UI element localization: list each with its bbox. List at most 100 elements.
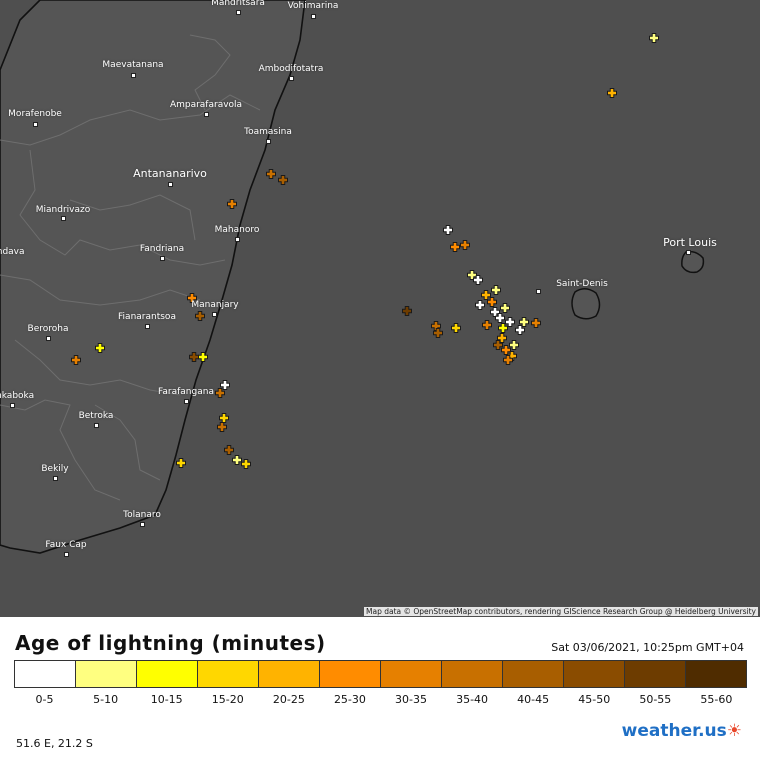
lightning-strike [233,456,241,464]
city-dot [289,76,294,81]
legend-swatch [198,661,259,687]
place-vohimarina: Vohimarina [287,1,339,11]
lightning-strike [491,308,499,316]
lightning-strike [504,356,512,364]
legend-label: 5-10 [93,693,119,706]
lightning-strike [520,318,528,326]
city-dot [33,122,38,127]
legend-label: 20-25 [272,693,305,706]
legend-swatch [15,661,76,687]
place-fianarantsoa: Fianarantsoa [118,312,176,322]
legend-label: 15-20 [211,693,244,706]
lightning-strike [218,423,226,431]
city-dot [61,216,66,221]
city-dot [10,403,15,408]
lightning-strike [452,324,460,332]
place-maevatanana: Maevatanana [102,60,164,70]
place-mahanoro: Mahanoro [214,225,260,235]
map-attribution: Map data © OpenStreetMap contributors, r… [364,607,758,616]
place-mandritsara: Mandritsara [211,0,265,8]
legend-label: 50-55 [639,693,672,706]
place-amparafaravola: Amparafaravola [169,100,243,110]
lightning-strikes [71,33,659,469]
city-dot [140,522,145,527]
lightning-strike [506,318,514,326]
lightning-strike [488,298,496,306]
lightning-strike [501,304,509,312]
lightning-strike [96,344,104,352]
legend-swatch [320,661,381,687]
legend-swatch [381,661,442,687]
legend-label: 10-15 [150,693,183,706]
legend-label: 25-30 [333,693,366,706]
lightning-strike [199,353,207,361]
lightning-strike [650,34,658,42]
region-borders [0,34,261,501]
place-tolanaro: Tolanaro [123,510,161,520]
lightning-strike [279,176,287,184]
lightning-strike [451,243,459,251]
lightning-strike [474,276,482,284]
lightning-strike [177,459,185,467]
legend-swatch [564,661,625,687]
lightning-strike [502,346,510,354]
color-scale-labels: 0-5 5-10 10-15 15-20 20-25 25-30 30-35 35-40 40-… [14,693,747,706]
city-dot [236,10,241,15]
place-antananarivo: Antananarivo [133,167,207,180]
lightning-strike [190,353,198,361]
lightning-strike [496,314,504,322]
city-dot [64,552,69,557]
legend-swatch [686,661,746,687]
brand-logo[interactable]: weather.us☀ [622,721,742,741]
place-morafenobe: Morafenobe [8,109,62,119]
place-port-louis: Port Louis [663,236,717,249]
city-dot [204,112,209,117]
lightning-strike [434,329,442,337]
sun-icon: ☀ [726,721,742,741]
lightning-strike [444,226,452,234]
city-dot [46,336,51,341]
city-dot [168,182,173,187]
legend-label: 40-45 [517,693,550,706]
place-toamasina: Toamasina [244,127,292,137]
mauritius-island [681,250,705,274]
legend-swatch [259,661,320,687]
map-shapes [0,0,705,554]
city-dot [145,324,150,329]
city-dot [266,139,271,144]
lightning-strike [242,460,250,468]
city-dot [131,73,136,78]
lightning-strike [510,341,518,349]
city-dot [53,476,58,481]
legend-label: 30-35 [395,693,427,706]
legend-swatch [76,661,137,687]
cursor-coordinates: 51.6 E, 21.2 S [16,737,93,750]
lightning-strike [267,170,275,178]
lightning-strike [468,271,476,279]
lightning-strike [461,241,469,249]
lightning-strike [403,307,411,315]
color-scale [14,660,747,688]
place-bekily: Bekily [41,464,69,474]
lightning-strike [516,326,524,334]
place-miandrivazo: Miandrivazo [35,205,91,215]
city-dot [686,250,691,255]
map-panel[interactable]: Mandritsara Vohimarina Maevatanana Ambod… [0,0,760,617]
city-dot [160,256,165,261]
madagascar-coastline [0,0,306,554]
legend-label: 55-60 [700,693,733,706]
place-fandriana: Fandriana [139,244,185,254]
lightning-strike [72,356,80,364]
place-mananjary: Mananjary [191,300,239,310]
lightning-strike [532,319,540,327]
place-betroka: Betroka [78,411,114,421]
place-farafangana: Farafangana [158,387,214,397]
city-dot [184,399,189,404]
lightning-strike [483,321,491,329]
lightning-strike [476,301,484,309]
lightning-strike [220,414,228,422]
lightning-strike [608,89,616,97]
legend-swatch [625,661,686,687]
timestamp: Sat 03/06/2021, 10:25pm GMT+04 [551,641,744,654]
lightning-strike [188,294,196,302]
